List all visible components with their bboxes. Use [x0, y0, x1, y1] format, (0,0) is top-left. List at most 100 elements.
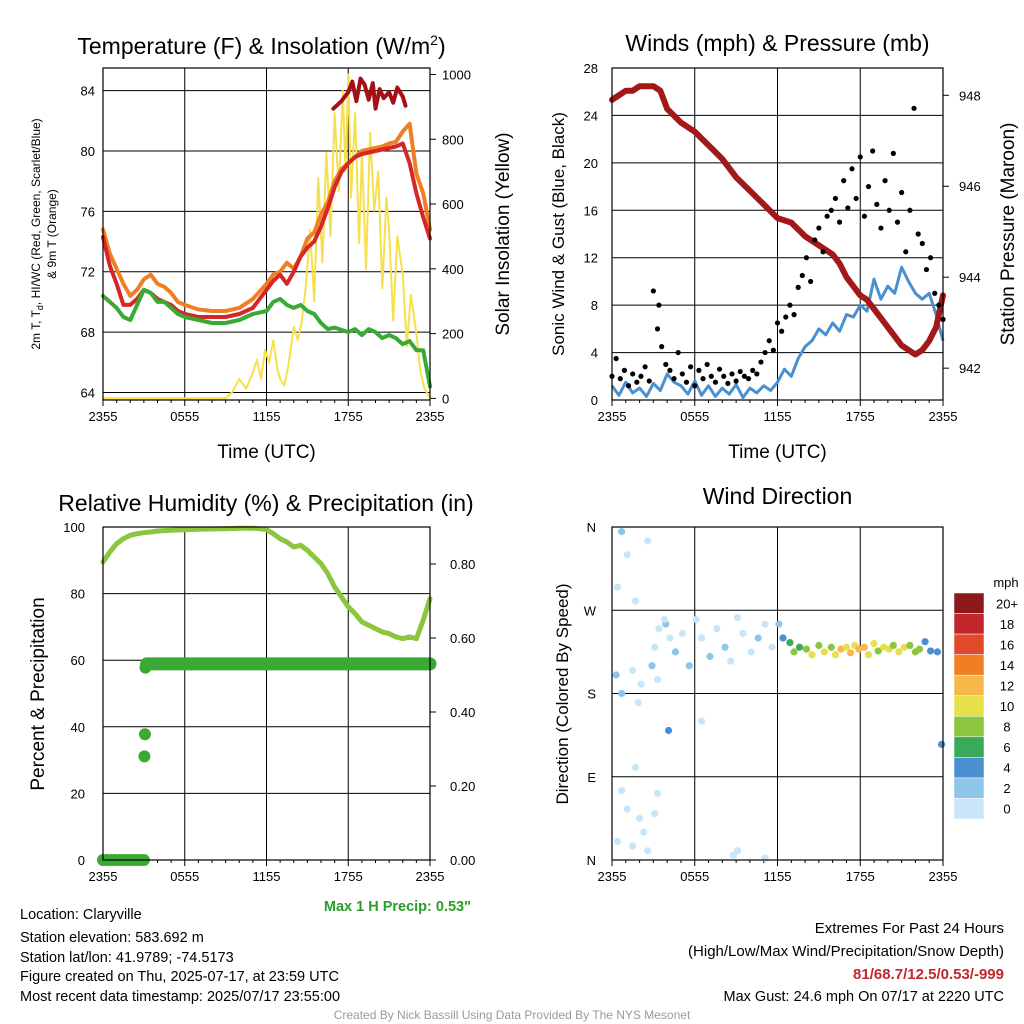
gust-point — [783, 314, 789, 320]
y-tick-label: 16 — [584, 203, 598, 218]
legend-swatch — [953, 695, 985, 717]
y-tick-label: 100 — [63, 520, 85, 535]
gust-point — [613, 355, 619, 362]
y-tick-label: 8 — [591, 298, 598, 313]
legend-swatch — [953, 716, 985, 738]
wind-plot-border — [611, 67, 944, 401]
gust-point — [675, 349, 681, 356]
direction-point — [613, 583, 622, 591]
extremes-subtitle: (High/Low/Max Wind/Precipitation/Snow De… — [688, 943, 1004, 960]
x-tick-label: 2355 — [89, 869, 118, 884]
precip-point — [140, 657, 153, 670]
direction-point — [637, 680, 645, 688]
gust-point — [733, 378, 739, 384]
gust-point — [712, 379, 719, 385]
gust-point — [708, 373, 714, 379]
gust-point — [741, 373, 748, 379]
gust-point — [899, 189, 905, 196]
gust-point — [890, 150, 896, 156]
gust-point — [630, 371, 636, 377]
direction-point — [635, 814, 644, 822]
y2-tick-label: 0.20 — [450, 779, 475, 794]
direction-point — [631, 597, 640, 605]
gust-point — [886, 207, 892, 213]
direction-point — [644, 847, 652, 855]
direction-point — [644, 537, 652, 545]
max-gust-text: Max Gust: 24.6 mph On 07/17 at 2220 UTC — [723, 989, 1004, 1005]
gust-point — [683, 379, 690, 385]
direction-point — [779, 634, 787, 642]
direction-point — [831, 651, 840, 659]
direction-point — [786, 639, 794, 647]
extremes-values: 81/68.7/12.5/0.53/-999 — [853, 966, 1004, 983]
gust-point — [853, 195, 859, 202]
legend-swatch — [953, 613, 985, 635]
y-tick-label: 24 — [584, 108, 598, 123]
series-9m-t — [101, 121, 432, 313]
direction-point — [938, 740, 946, 748]
direction-point — [618, 528, 626, 536]
y-axis-label: Percent & Precipitation — [28, 597, 49, 790]
chart-title: Winds (mph) & Pressure (mb) — [625, 30, 929, 56]
direction-point — [900, 643, 908, 651]
legend-label: 12 — [1000, 678, 1014, 693]
gust-point — [791, 312, 797, 318]
speed-legend: mph 20+ 18 16 14 12 10 8 6 4 2 0 — [953, 575, 1019, 820]
direction-point — [653, 789, 662, 798]
gust-point — [659, 344, 665, 350]
legend-label: 2 — [1003, 781, 1010, 796]
gust-point — [799, 272, 805, 279]
direction-point — [808, 651, 816, 659]
y-tick-label: W — [584, 603, 597, 618]
gust-point — [692, 383, 698, 389]
y-tick-label: 64 — [81, 385, 95, 400]
x-tick-label: 1755 — [846, 869, 875, 884]
y2-tick-label: 942 — [959, 361, 981, 376]
extremes-title: Extremes For Past 24 Hours — [814, 920, 1004, 937]
direction-point — [739, 629, 747, 637]
rh-plot-border — [102, 526, 431, 861]
y-tick-label: 28 — [584, 61, 598, 76]
series-td — [101, 287, 432, 389]
x-tick-label: 0555 — [170, 409, 199, 424]
direction-point — [612, 671, 620, 679]
y-tick-label: 20 — [71, 786, 85, 801]
recent-data-text: Most recent data timestamp: 2025/07/17 2… — [20, 989, 341, 1005]
direction-point — [820, 648, 828, 656]
chart-title: Relative Humidity (%) & Precipitation (i… — [58, 490, 473, 516]
direction-point — [651, 643, 659, 651]
direction-point — [855, 645, 863, 653]
y2-tick-label: 0.40 — [450, 705, 475, 720]
gust-point — [816, 225, 822, 231]
direction-point — [651, 810, 659, 818]
direction-point — [629, 666, 637, 674]
y2-tick-label: 946 — [959, 179, 981, 194]
gust-point — [766, 338, 772, 344]
y-tick-label: 40 — [71, 720, 85, 735]
direction-point — [906, 641, 914, 650]
direction-point — [915, 645, 924, 653]
y2-tick-label: 0.60 — [450, 631, 475, 646]
direction-point — [926, 647, 935, 655]
direction-point — [889, 641, 897, 650]
direction-point — [827, 643, 835, 651]
gust-point — [812, 237, 818, 243]
gust-point — [762, 349, 768, 356]
direction-point — [733, 847, 742, 855]
y-tick-label: 12 — [584, 251, 598, 266]
x-tick-label: 2355 — [416, 869, 445, 884]
y-tick-label: 72 — [81, 265, 95, 280]
temp-plot-border — [102, 67, 431, 401]
series-sonic-wind — [610, 265, 945, 400]
gust-point — [915, 231, 921, 237]
chart-rh: 2355 0555 1155 1755 2355 0 20 40 60 80 100 0.00 0.20… — [28, 490, 475, 915]
gust-point — [903, 249, 909, 255]
gust-point — [667, 367, 673, 373]
y2-tick-label: 944 — [959, 270, 981, 285]
direction-point — [698, 634, 706, 642]
legend-swatch — [953, 777, 985, 799]
legend-title: mph — [993, 575, 1018, 590]
direction-plot-border — [611, 526, 944, 861]
gust-point — [849, 166, 855, 172]
gust-point — [787, 302, 793, 308]
